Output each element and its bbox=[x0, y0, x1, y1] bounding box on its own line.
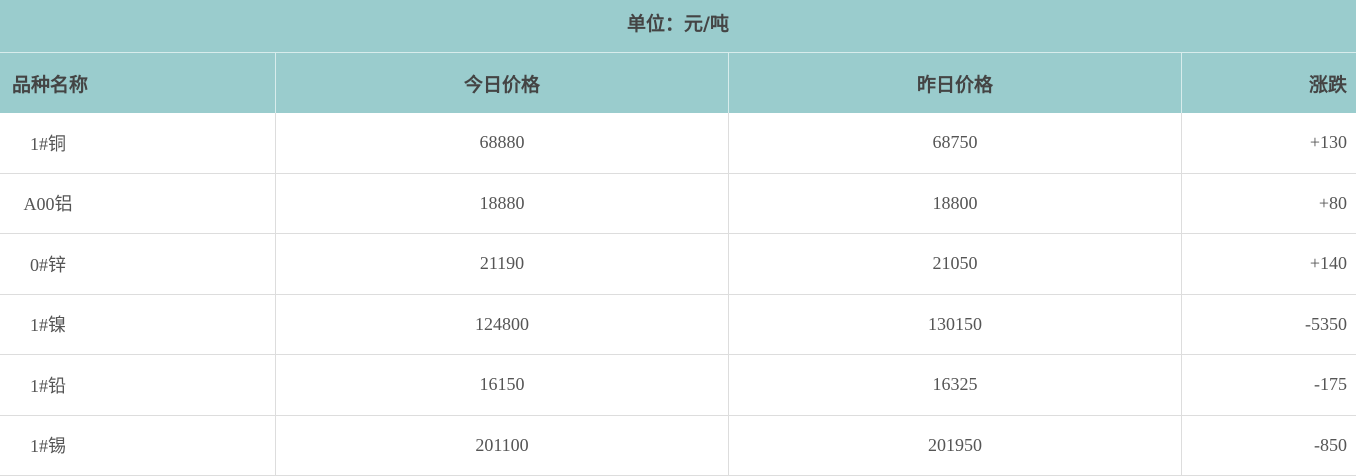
cell-name: 0#锌 bbox=[0, 234, 276, 294]
cell-today: 21190 bbox=[276, 234, 729, 294]
cell-yesterday: 16325 bbox=[729, 355, 1182, 415]
table-row: A00铝 18880 18800 +80 bbox=[0, 174, 1356, 235]
change-text: +140 bbox=[1310, 253, 1347, 274]
unit-label: 单位：元/吨 bbox=[0, 0, 1356, 53]
header-yesterday: 昨日价格 bbox=[729, 53, 1182, 113]
change-text: +130 bbox=[1310, 132, 1347, 153]
cell-yesterday: 68750 bbox=[729, 113, 1182, 173]
name-text: 0#锌 bbox=[0, 251, 98, 277]
cell-change: -175 bbox=[1182, 355, 1356, 415]
cell-today: 68880 bbox=[276, 113, 729, 173]
table-header: 品种名称 今日价格 昨日价格 涨跌 bbox=[0, 53, 1356, 113]
name-text: 1#铜 bbox=[0, 130, 98, 156]
table-row: 1#铜 68880 68750 +130 bbox=[0, 113, 1356, 174]
cell-yesterday: 21050 bbox=[729, 234, 1182, 294]
change-text: +80 bbox=[1319, 193, 1347, 214]
change-text: -5350 bbox=[1305, 314, 1347, 335]
header-change-text: 涨跌 bbox=[1309, 70, 1347, 97]
cell-yesterday: 18800 bbox=[729, 174, 1182, 234]
cell-yesterday: 201950 bbox=[729, 416, 1182, 476]
table-row: 1#锡 201100 201950 -850 bbox=[0, 416, 1356, 476]
cell-today: 18880 bbox=[276, 174, 729, 234]
header-today: 今日价格 bbox=[276, 53, 729, 113]
cell-name: A00铝 bbox=[0, 174, 276, 234]
cell-yesterday: 130150 bbox=[729, 295, 1182, 355]
cell-change: +80 bbox=[1182, 174, 1356, 234]
cell-name: 1#镍 bbox=[0, 295, 276, 355]
header-change: 涨跌 bbox=[1182, 53, 1356, 113]
cell-change: -5350 bbox=[1182, 295, 1356, 355]
cell-change: -850 bbox=[1182, 416, 1356, 476]
change-text: -175 bbox=[1314, 374, 1347, 395]
cell-change: +130 bbox=[1182, 113, 1356, 173]
table-row: 1#镍 124800 130150 -5350 bbox=[0, 295, 1356, 356]
change-text: -850 bbox=[1314, 435, 1347, 456]
name-text: 1#镍 bbox=[0, 311, 98, 337]
header-name-text: 品种名称 bbox=[0, 70, 100, 97]
cell-today: 16150 bbox=[276, 355, 729, 415]
table-row: 0#锌 21190 21050 +140 bbox=[0, 234, 1356, 295]
table-row: 1#铅 16150 16325 -175 bbox=[0, 355, 1356, 416]
cell-today: 124800 bbox=[276, 295, 729, 355]
cell-today: 201100 bbox=[276, 416, 729, 476]
cell-name: 1#铅 bbox=[0, 355, 276, 415]
cell-change: +140 bbox=[1182, 234, 1356, 294]
cell-name: 1#铜 bbox=[0, 113, 276, 173]
name-text: A00铝 bbox=[0, 190, 98, 216]
header-name: 品种名称 bbox=[0, 53, 276, 113]
cell-name: 1#锡 bbox=[0, 416, 276, 476]
name-text: 1#锡 bbox=[0, 432, 98, 458]
name-text: 1#铅 bbox=[0, 372, 98, 398]
